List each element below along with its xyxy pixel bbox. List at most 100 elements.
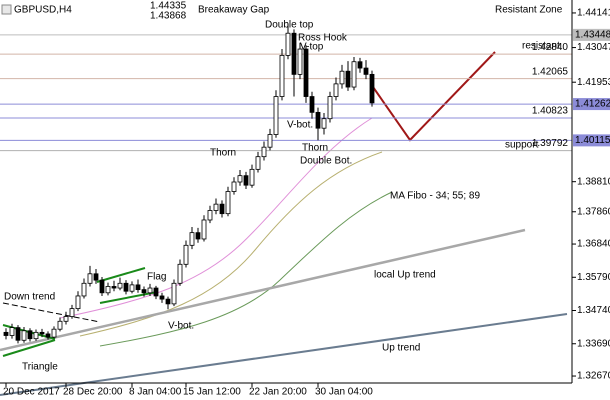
- x-tick-label: 28 Dec 20:00: [63, 387, 123, 398]
- candle-body: [75, 295, 81, 310]
- level-tag-label: 1.43448: [575, 30, 610, 41]
- annotation: local Up trend: [374, 270, 436, 281]
- candle-body: [237, 175, 243, 183]
- annotation: 1.44335: [150, 1, 187, 12]
- annotation: Flag: [147, 272, 166, 283]
- candles: [3, 23, 375, 344]
- annotation: support: [505, 140, 539, 151]
- level-label: 1.42065: [532, 66, 569, 77]
- drawings: [0, 51, 568, 396]
- candle-body: [285, 32, 291, 56]
- candle-body: [129, 284, 135, 292]
- candle-body: [159, 295, 165, 300]
- annotation: Up trend: [382, 343, 420, 354]
- candle-body: [213, 203, 219, 211]
- candle-body: [165, 298, 171, 305]
- annotation: V-bot.: [168, 321, 194, 332]
- candle-body: [351, 61, 357, 88]
- candle-body: [267, 134, 273, 148]
- annotation: Thorn: [210, 148, 236, 159]
- candle-body: [255, 156, 261, 170]
- candle-body: [105, 286, 111, 294]
- flag-line: [96, 267, 146, 283]
- annotation: V-bot.: [287, 120, 313, 131]
- candle-body: [183, 244, 189, 265]
- candle-body: [135, 284, 141, 291]
- y-tick-label: 1.33690: [577, 338, 610, 349]
- candle-body: [303, 48, 309, 97]
- candle-body: [219, 203, 225, 215]
- candle-body: [51, 328, 57, 338]
- candle-body: [321, 118, 327, 129]
- level-tag: [573, 134, 610, 147]
- candle-body: [195, 232, 201, 240]
- candle-body: [69, 308, 75, 317]
- candle-body: [33, 331, 39, 340]
- x-tick-label: 8 Jan 04:00: [129, 387, 182, 398]
- y-tick-label: 1.34740: [577, 305, 610, 316]
- ma-55: [79, 151, 383, 337]
- candle-body: [207, 210, 213, 221]
- candle-body: [63, 316, 69, 322]
- candle-body: [99, 279, 105, 294]
- candle-body: [39, 331, 45, 335]
- candle-body: [231, 181, 237, 192]
- candle-body: [93, 273, 99, 281]
- x-tick-label: 20 Dec 2017: [3, 387, 60, 398]
- candle-body: [15, 327, 21, 341]
- level-tag: [573, 28, 610, 41]
- up-trend-line: [0, 313, 568, 396]
- candle-body: [345, 70, 351, 88]
- y-tick-label: 1.35790: [577, 272, 610, 283]
- y-tick-label: 1.43047: [577, 42, 610, 53]
- candle-body: [291, 32, 297, 75]
- annotation: V-top: [300, 42, 324, 53]
- symbol-icon: [1, 4, 12, 15]
- annotation: 1.43868: [150, 11, 187, 22]
- candle-body: [171, 282, 177, 305]
- x-tick-label: 22 Jan 20:00: [249, 387, 307, 398]
- candle-body: [45, 333, 51, 338]
- annotation: Down trend: [4, 292, 55, 303]
- annotation: MA Fibo - 34; 55; 89: [390, 191, 480, 202]
- annotation: Breakaway Gap: [198, 5, 270, 16]
- local-up-trend-line: [0, 228, 526, 352]
- y-tick-label: 1.36840: [577, 239, 610, 250]
- annotation: Ross Hook: [298, 33, 348, 44]
- x-tick-label: 30 Jan 04:00: [315, 387, 373, 398]
- candle-body: [369, 73, 375, 104]
- candle-body: [363, 67, 369, 75]
- annotation: Double top: [265, 20, 314, 31]
- annotation: Double Bot.: [300, 156, 352, 167]
- candle-body: [87, 273, 93, 284]
- candle-body: [243, 175, 249, 186]
- candle-body: [309, 96, 315, 113]
- candle-body: [153, 287, 159, 297]
- y-tick-label: 1.41953: [577, 77, 610, 88]
- ma-89: [99, 191, 393, 347]
- annotation: Resistant Zone: [495, 5, 563, 16]
- levels: 1.43448 1.42840 1.42065 1.41262 1.40823 1.401…: [0, 28, 610, 152]
- candle-body: [9, 327, 15, 336]
- candle-body: [357, 61, 363, 69]
- y-tick-label: 1.38810: [577, 176, 610, 187]
- level-tag-label: 1.41262: [575, 99, 610, 110]
- level-tag: [573, 98, 610, 111]
- candle-body: [111, 286, 117, 289]
- candle-body: [249, 168, 255, 186]
- candle-body: [315, 111, 321, 129]
- level-label: 1.40823: [532, 106, 569, 117]
- candle-body: [21, 330, 27, 341]
- candle-body: [81, 282, 87, 297]
- x-tick-label: 15 Jan 12:00: [183, 387, 241, 398]
- candle-body: [279, 54, 285, 97]
- candle-body: [177, 263, 183, 284]
- level-tag-label: 1.40115: [575, 135, 610, 146]
- flag-line: [99, 291, 158, 304]
- candle-body: [141, 289, 147, 294]
- candle-body: [117, 282, 123, 289]
- ma-34: [59, 117, 373, 319]
- y-tick-label: 1.32670: [577, 371, 610, 382]
- annotation: Triangle: [22, 362, 58, 373]
